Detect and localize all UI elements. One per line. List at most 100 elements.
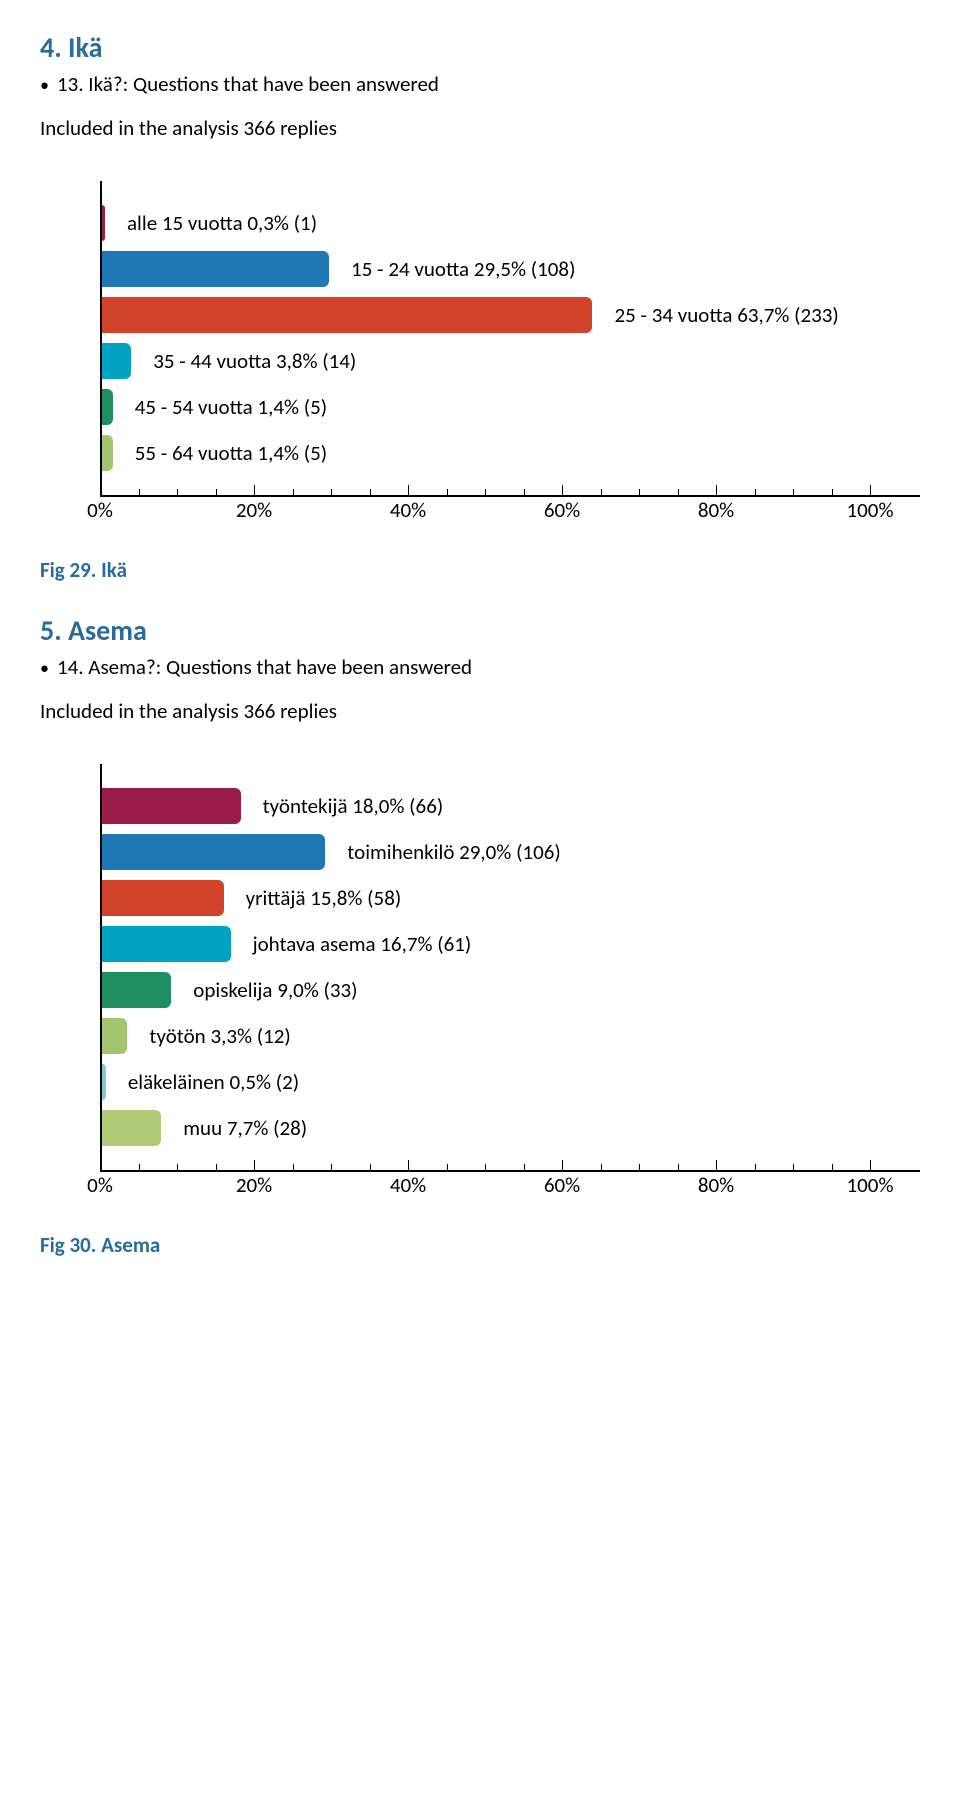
axis-minor-tick (524, 1164, 525, 1172)
bar-label: alle 15 vuotta 0,3% (1) (127, 210, 317, 236)
axis-minor-tick (447, 489, 448, 497)
axis-tick-label: 100% (847, 497, 894, 523)
section-title-age: 4. Ikä (40, 30, 920, 65)
axis-tick-mark (408, 1160, 409, 1172)
bar-row: johtava asema 16,7% (61) (102, 922, 920, 966)
bar (102, 205, 105, 241)
bar-label: työtön 3,3% (12) (149, 1023, 290, 1049)
bar-row: opiskelija 9,0% (33) (102, 968, 920, 1012)
bar-label: 25 - 34 vuotta 63,7% (233) (614, 302, 838, 328)
bar (102, 251, 329, 287)
axis-minor-tick (601, 1164, 602, 1172)
axis-minor-tick (177, 1164, 178, 1172)
axis-tick-mark (716, 1160, 717, 1172)
axis-tick-label: 60% (544, 1172, 580, 1198)
chart-position: työntekijä 18,0% (66) toimihenkilö 29,0% … (40, 764, 920, 1212)
chart-position-ticks: 0%20%40%60%80%100% (100, 1172, 920, 1212)
section-title-position: 5. Asema (40, 613, 920, 648)
axis-minor-tick (177, 489, 178, 497)
axis-minor-tick (601, 489, 602, 497)
bar-label: muu 7,7% (28) (183, 1115, 307, 1141)
bar-row: työtön 3,3% (12) (102, 1014, 920, 1058)
bar (102, 1064, 106, 1100)
axis-minor-tick (485, 1164, 486, 1172)
axis-minor-tick (447, 1164, 448, 1172)
bar (102, 435, 113, 471)
bar-row: 45 - 54 vuotta 1,4% (5) (102, 385, 920, 429)
axis-tick-label: 60% (544, 497, 580, 523)
fig-caption-age: Fig 29. Ikä (40, 557, 920, 583)
axis-minor-tick (524, 489, 525, 497)
axis-tick-label: 40% (390, 1172, 426, 1198)
axis-tick-label: 100% (847, 1172, 894, 1198)
axis-tick-label: 20% (236, 1172, 272, 1198)
axis-minor-tick (293, 1164, 294, 1172)
bar (102, 926, 231, 962)
included-line-age: Included in the analysis 366 replies (40, 115, 920, 141)
bar (102, 1110, 161, 1146)
bar-label: työntekijä 18,0% (66) (263, 793, 444, 819)
axis-minor-tick (678, 489, 679, 497)
axis-minor-tick (793, 1164, 794, 1172)
axis-minor-tick (370, 1164, 371, 1172)
bar-row: työntekijä 18,0% (66) (102, 784, 920, 828)
axis-tick-mark (870, 485, 871, 497)
bar (102, 389, 113, 425)
bar-row: 55 - 64 vuotta 1,4% (5) (102, 431, 920, 475)
question-text-age: 13. Ikä?: Questions that have been answe… (57, 71, 439, 97)
axis-minor-tick (755, 489, 756, 497)
axis-tick-label: 80% (698, 497, 734, 523)
bar-label: opiskelija 9,0% (33) (193, 977, 357, 1003)
axis-minor-tick (216, 489, 217, 497)
axis-tick-mark (100, 485, 101, 497)
axis-minor-tick (755, 1164, 756, 1172)
axis-tick-mark (562, 485, 563, 497)
bar-row: alle 15 vuotta 0,3% (1) (102, 201, 920, 245)
bar-label: toimihenkilö 29,0% (106) (347, 839, 560, 865)
bar-row: eläkeläinen 0,5% (2) (102, 1060, 920, 1104)
question-position: • 14. Asema?: Questions that have been an… (40, 654, 920, 680)
axis-tick-mark (870, 1160, 871, 1172)
axis-tick-mark (100, 1160, 101, 1172)
bar (102, 297, 592, 333)
bar-label: 15 - 24 vuotta 29,5% (108) (351, 256, 575, 282)
bar-label: 35 - 44 vuotta 3,8% (14) (153, 348, 356, 374)
bar (102, 343, 131, 379)
bar-row: yrittäjä 15,8% (58) (102, 876, 920, 920)
bar (102, 1018, 127, 1054)
axis-minor-tick (139, 1164, 140, 1172)
axis-minor-tick (331, 489, 332, 497)
axis-minor-tick (678, 1164, 679, 1172)
chart-age: alle 15 vuotta 0,3% (1) 15 - 24 vuotta 29… (40, 181, 920, 537)
bar-row: muu 7,7% (28) (102, 1106, 920, 1150)
axis-minor-tick (639, 1164, 640, 1172)
bullet-icon: • (40, 74, 49, 96)
included-line-position: Included in the analysis 366 replies (40, 698, 920, 724)
bar-label: yrittäjä 15,8% (58) (246, 885, 402, 911)
chart-position-area: työntekijä 18,0% (66) toimihenkilö 29,0% … (100, 764, 920, 1172)
axis-tick-label: 40% (390, 497, 426, 523)
bar-row: 35 - 44 vuotta 3,8% (14) (102, 339, 920, 383)
axis-minor-tick (293, 489, 294, 497)
axis-tick-label: 20% (236, 497, 272, 523)
axis-tick-label: 0% (87, 497, 113, 523)
axis-minor-tick (331, 1164, 332, 1172)
axis-minor-tick (832, 1164, 833, 1172)
question-age: • 13. Ikä?: Questions that have been answ… (40, 71, 920, 97)
axis-tick-label: 0% (87, 1172, 113, 1198)
bullet-icon: • (40, 657, 49, 679)
bar-row: 15 - 24 vuotta 29,5% (108) (102, 247, 920, 291)
axis-minor-tick (216, 1164, 217, 1172)
axis-minor-tick (793, 489, 794, 497)
question-text-position: 14. Asema?: Questions that have been ans… (57, 654, 472, 680)
bar-label: 45 - 54 vuotta 1,4% (5) (135, 394, 327, 420)
bar-label: 55 - 64 vuotta 1,4% (5) (135, 440, 327, 466)
bar-row: toimihenkilö 29,0% (106) (102, 830, 920, 874)
bar (102, 880, 224, 916)
axis-minor-tick (139, 489, 140, 497)
chart-age-area: alle 15 vuotta 0,3% (1) 15 - 24 vuotta 29… (100, 181, 920, 497)
axis-minor-tick (370, 489, 371, 497)
axis-tick-mark (254, 1160, 255, 1172)
axis-minor-tick (832, 489, 833, 497)
bar (102, 788, 241, 824)
